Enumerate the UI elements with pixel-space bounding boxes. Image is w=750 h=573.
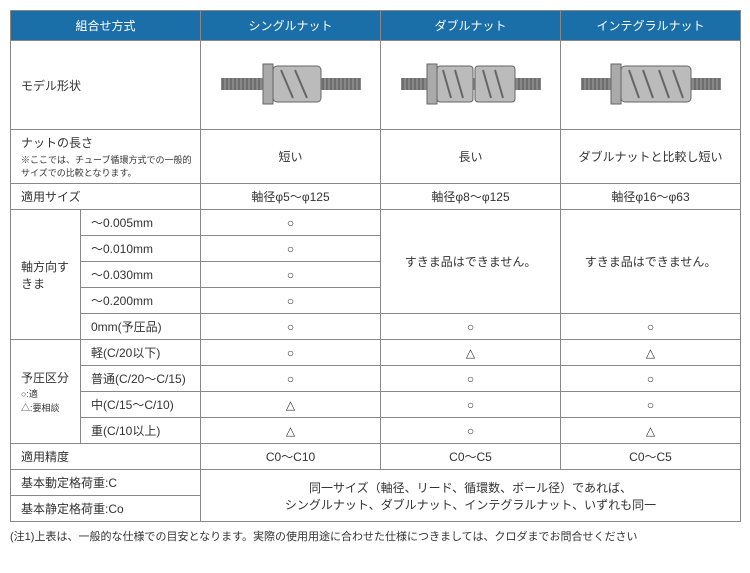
gap-0-i: ○ <box>561 314 741 340</box>
header-combo: 組合せ方式 <box>11 11 201 41</box>
header-double: ダブルナット <box>381 11 561 41</box>
double-length: 長い <box>381 130 561 184</box>
nut-length-label: ナットの長さ <box>21 136 93 150</box>
row-preload: 予圧区分 ○:適 △:要相談 <box>11 340 81 444</box>
pm-d: ○ <box>381 392 561 418</box>
row-dynamic: 基本動定格荷重:C <box>11 470 201 496</box>
size-single: 軸径φ5～φ125 <box>201 184 381 210</box>
row-nut-length: ナットの長さ ※ここでは、チューブ循環方式での一般的サイズでの比較となります。 <box>11 130 201 184</box>
gap-0: 0mm(予圧品) <box>81 314 201 340</box>
preload-note: ○:適 △:要相談 <box>21 389 60 413</box>
row-axial-gap: 軸方向すきま <box>11 210 81 340</box>
acc-i: C0～C5 <box>561 444 741 470</box>
gap-0-d: ○ <box>381 314 561 340</box>
pl-d: △ <box>381 340 561 366</box>
acc-d: C0～C5 <box>381 444 561 470</box>
header-single: シングルナット <box>201 11 381 41</box>
spec-table: 組合せ方式 シングルナット ダブルナット インテグラルナット モデル形状 <box>10 10 741 522</box>
header-integral: インテグラルナット <box>561 11 741 41</box>
gap-0200: ～0.200mm <box>81 288 201 314</box>
row-size: 適用サイズ <box>11 184 201 210</box>
gap-0005: ～0.005mm <box>81 210 201 236</box>
gap-0-s: ○ <box>201 314 381 340</box>
pm-i: ○ <box>561 392 741 418</box>
pn-d: ○ <box>381 366 561 392</box>
preload-heavy: 重(C/10以上) <box>81 418 201 444</box>
preload-light: 軽(C/20以下) <box>81 340 201 366</box>
row-static: 基本静定格荷重:Co <box>11 496 201 522</box>
model-double <box>381 41 561 130</box>
model-integral <box>561 41 741 130</box>
row-model-shape: モデル形状 <box>11 41 201 130</box>
pl-s: ○ <box>201 340 381 366</box>
integral-length: ダブルナットと比較し短い <box>561 130 741 184</box>
single-nut-icon <box>221 54 361 114</box>
pn-i: ○ <box>561 366 741 392</box>
size-double: 軸径φ8～φ125 <box>381 184 561 210</box>
gap-0010-s: ○ <box>201 236 381 262</box>
double-nut-icon <box>401 54 541 114</box>
preload-mid: 中(C/15～C/10) <box>81 392 201 418</box>
preload-label: 予圧区分 <box>21 371 69 385</box>
gap-0005-s: ○ <box>201 210 381 236</box>
ph-i: △ <box>561 418 741 444</box>
gap-0030: ～0.030mm <box>81 262 201 288</box>
pl-i: △ <box>561 340 741 366</box>
nut-length-note: ※ここでは、チューブ循環方式での一般的サイズでの比較となります。 <box>21 153 194 179</box>
row-accuracy: 適用精度 <box>11 444 201 470</box>
ph-d: ○ <box>381 418 561 444</box>
gap-0200-s: ○ <box>201 288 381 314</box>
load-text-1: 同一サイズ（軸径、リード、循環数、ボール径）であれば、 <box>309 481 632 495</box>
pn-s: ○ <box>201 366 381 392</box>
gap-integral-na: すきま品はできません。 <box>561 210 741 314</box>
preload-normal: 普通(C/20～C/15) <box>81 366 201 392</box>
gap-0030-s: ○ <box>201 262 381 288</box>
pm-s: △ <box>201 392 381 418</box>
load-text-2: シングルナット、ダブルナット、インテグラルナット、いずれも同一 <box>285 498 656 512</box>
acc-s: C0～C10 <box>201 444 381 470</box>
integral-nut-icon <box>581 54 721 114</box>
gap-0010: ～0.010mm <box>81 236 201 262</box>
gap-double-na: すきま品はできません。 <box>381 210 561 314</box>
single-length: 短い <box>201 130 381 184</box>
model-single <box>201 41 381 130</box>
size-integral: 軸径φ16～φ63 <box>561 184 741 210</box>
footnote: (注1)上表は、一般的な仕様での目安となります。実際の使用用途に合わせた仕様につ… <box>10 528 740 544</box>
ph-s: △ <box>201 418 381 444</box>
load-text: 同一サイズ（軸径、リード、循環数、ボール径）であれば、 シングルナット、ダブルナ… <box>201 470 741 522</box>
